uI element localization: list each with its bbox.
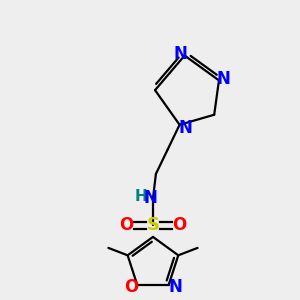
Text: S: S xyxy=(146,216,160,234)
Text: H: H xyxy=(134,190,147,205)
Text: N: N xyxy=(168,278,182,296)
Text: O: O xyxy=(124,278,138,296)
Text: O: O xyxy=(119,216,134,234)
Text: N: N xyxy=(143,190,157,208)
Text: N: N xyxy=(178,119,192,137)
Text: O: O xyxy=(172,216,187,234)
Text: N: N xyxy=(173,45,187,63)
Text: N: N xyxy=(216,70,230,88)
